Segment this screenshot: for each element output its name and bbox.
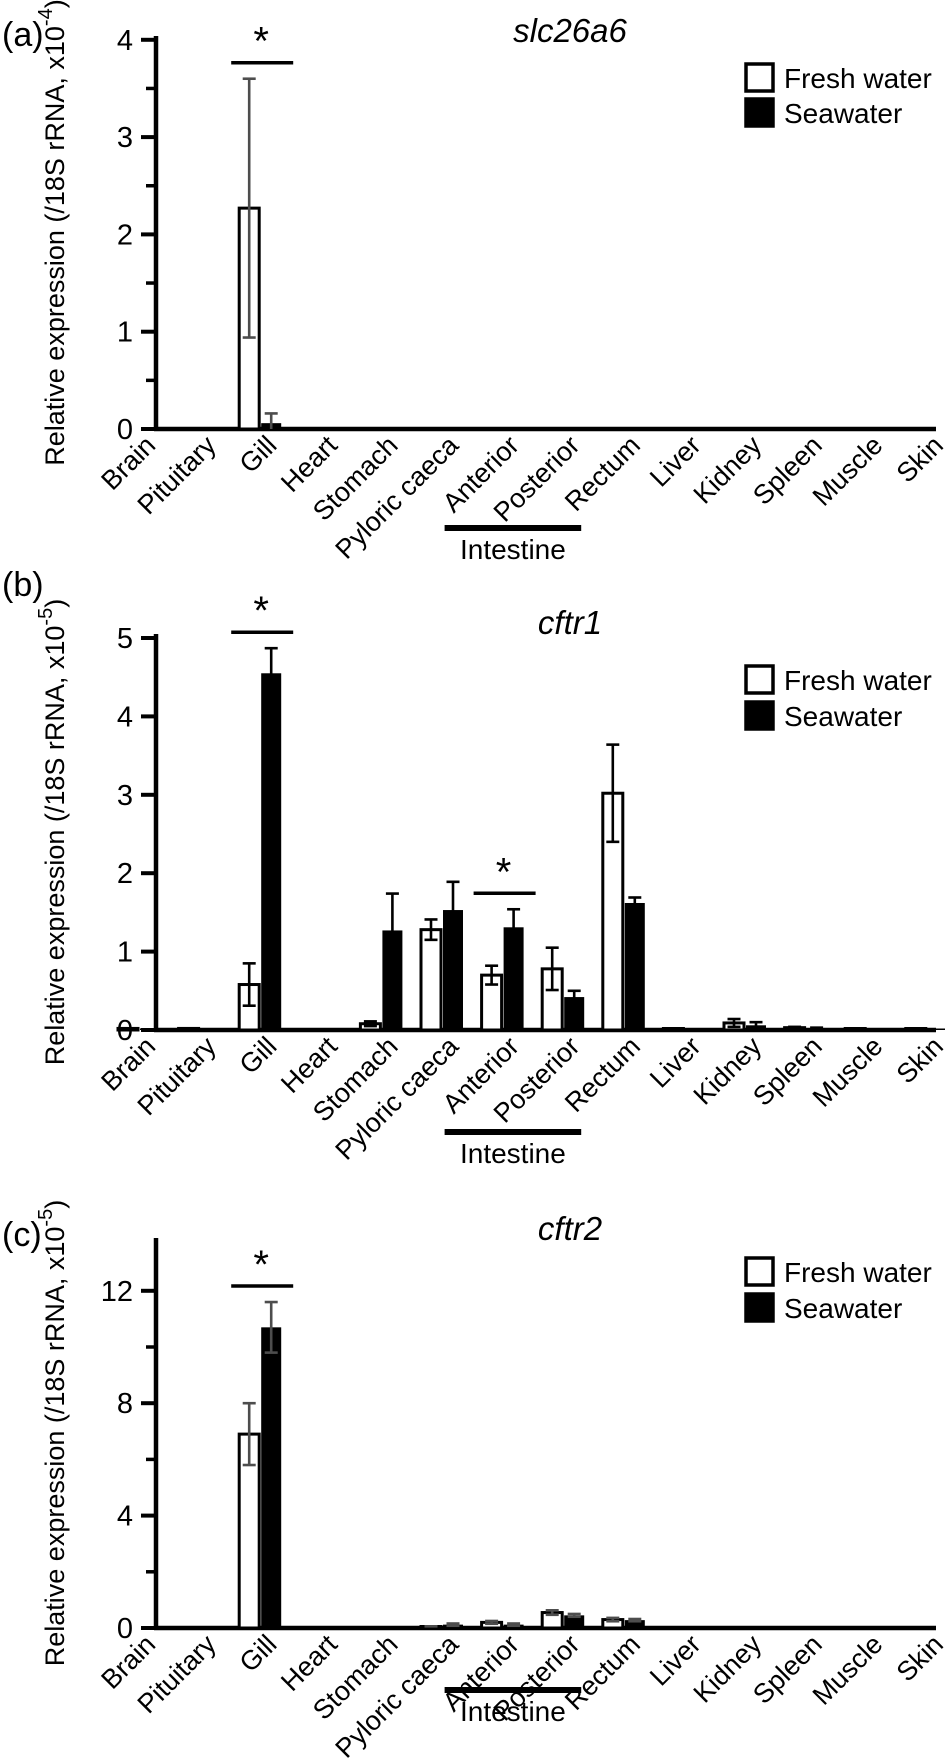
y-tick-label: 2	[117, 219, 133, 251]
bar-pyloric-caeca-seawater	[443, 910, 463, 1030]
bar-liver-seawater	[685, 1028, 706, 1030]
bar-spleen-seawater	[806, 1028, 827, 1030]
bar-gill-seawater	[261, 673, 282, 1030]
y-tick-label: 12	[101, 1276, 133, 1308]
significance-star-gill: *	[253, 20, 269, 64]
legend-swatch-freshwater	[744, 664, 775, 695]
x-label-skin: Skin	[891, 1629, 945, 1687]
legend-swatch-seawater	[744, 700, 775, 731]
y-tick-label: 4	[117, 25, 133, 57]
legend-label-freshwater: Fresh water	[784, 1257, 932, 1288]
x-label-gill: Gill	[234, 1629, 283, 1678]
x-label-gill: Gill	[234, 1031, 283, 1080]
x-label-muscle: Muscle	[807, 1031, 889, 1113]
panel-title-c: cftr2	[538, 1210, 602, 1247]
bar-liver-freshwater	[661, 1027, 685, 1032]
bar-muscle-freshwater	[843, 1027, 867, 1032]
legend-label-seawater: Seawater	[784, 1293, 902, 1324]
y-tick-label: 4	[117, 701, 133, 733]
x-label-skin: Skin	[891, 430, 945, 488]
legend-swatch-seawater	[744, 1292, 775, 1323]
y-tick-label: 8	[117, 1388, 133, 1420]
significance-star-gill: *	[253, 589, 269, 633]
bar-muscle-seawater	[867, 1028, 888, 1030]
x-label-skin: Skin	[891, 1031, 945, 1089]
bar-rectum-seawater	[624, 1620, 645, 1628]
bar-pyloric-caeca-freshwater	[419, 928, 443, 1032]
panel-letter-b: (b)	[2, 566, 44, 604]
bar-posterior-seawater	[564, 997, 585, 1030]
y-axis-title-b: Relative expression (/18S rRNA, x10-5)	[35, 599, 70, 1065]
y-tick-label: 2	[117, 858, 133, 890]
intestine-group-label: Intestine	[460, 1138, 566, 1169]
x-label-muscle: Muscle	[807, 430, 889, 512]
panel-a: (a) slc26a6 0 1 2 3 4 Relative expression (/18S…	[2, 0, 945, 565]
panel-c: (c) cftr2 0 4 8 12 Relative expression (/18S r…	[2, 1200, 945, 1760]
legend-label-seawater: Seawater	[784, 98, 902, 129]
significance-star-anterior: *	[496, 850, 512, 894]
bar-gill-seawater	[261, 1327, 282, 1628]
x-label-muscle: Muscle	[807, 1629, 889, 1711]
y-tick-label: 3	[117, 780, 133, 812]
panel-title-a: slc26a6	[513, 12, 627, 49]
legend-label-freshwater: Fresh water	[784, 63, 932, 94]
legend-swatch-freshwater	[744, 62, 775, 93]
bar-posterior-seawater	[564, 1615, 585, 1628]
y-tick-label: 1	[117, 937, 133, 969]
bar-brain-seawater	[140, 1028, 160, 1030]
bar-stomach-seawater	[382, 930, 403, 1030]
x-label-gill: Gill	[234, 430, 283, 479]
panel-letter-c: (c)	[2, 1216, 42, 1254]
bar-pituitary-freshwater	[177, 1026, 201, 1032]
bar-brain-freshwater	[116, 1026, 140, 1032]
panel-letter-a: (a)	[2, 16, 44, 54]
y-tick-label: 4	[117, 1501, 133, 1533]
panel-title-b: cftr1	[538, 604, 602, 641]
bar-skin-freshwater	[904, 1027, 928, 1032]
legend-label-freshwater: Fresh water	[784, 665, 932, 696]
bar-anterior-seawater	[503, 927, 524, 1030]
y-tick-label: 0	[117, 1613, 133, 1645]
intestine-group-label: Intestine	[460, 534, 566, 565]
intestine-group-label: Intestine	[460, 1696, 566, 1727]
y-tick-label: 1	[117, 317, 133, 349]
legend-label-seawater: Seawater	[784, 701, 902, 732]
significance-star-gill: *	[253, 1243, 269, 1287]
bar-rectum-seawater	[624, 902, 645, 1030]
legend-swatch-seawater	[744, 97, 775, 128]
y-axis-title-c: Relative expression (/18S rRNA, x10-5)	[35, 1200, 70, 1666]
y-tick-label: 0	[117, 414, 133, 446]
bar-skin-seawater	[927, 1028, 945, 1030]
bar-pituitary-seawater	[200, 1028, 221, 1030]
legend-swatch-freshwater	[744, 1256, 775, 1287]
y-tick-label: 3	[117, 122, 133, 154]
y-axis-title-a: Relative expression (/18S rRNA, x10-4)	[35, 0, 70, 466]
y-tick-label: 5	[117, 623, 133, 655]
panel-b: (b)cftr1012345Relative expression (/18S …	[2, 566, 945, 1169]
